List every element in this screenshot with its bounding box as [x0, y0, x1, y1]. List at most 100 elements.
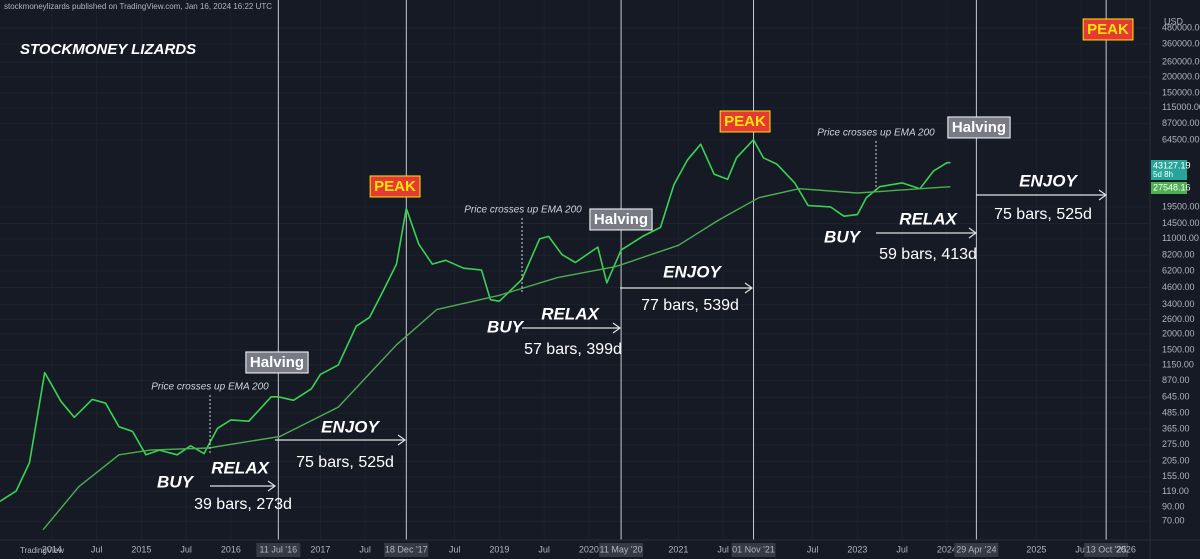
- y-tick-label: 70.00: [1162, 516, 1185, 526]
- x-tick-label: 01 Nov '21: [732, 544, 775, 554]
- peak-label-box: [719, 110, 771, 133]
- peak-label: PEAK: [724, 113, 766, 130]
- y-tick-label: 200000.00: [1162, 71, 1200, 81]
- phase-label: RELAX: [899, 209, 958, 228]
- y-tick-label: 480000.00: [1162, 22, 1200, 32]
- chart-title: STOCKMONEY LIZARDS: [20, 41, 196, 58]
- peak-label-box: [1082, 18, 1134, 41]
- y-tick-label: 365.00: [1162, 423, 1190, 433]
- x-tick-label: 11 May '20: [600, 544, 643, 554]
- phase-label: BUY: [157, 472, 195, 491]
- x-tick-label: Jul: [1075, 544, 1087, 554]
- y-tick-label: 485.00: [1162, 408, 1190, 418]
- duration-label: 77 bars, 539d: [641, 297, 739, 314]
- arrow-head: [267, 480, 277, 492]
- x-tick-label: 2024: [937, 544, 957, 554]
- y-tick-label: 90.00: [1162, 502, 1185, 512]
- y-tick-label: 1150.00: [1162, 359, 1194, 369]
- y-tick-label: 2600.00: [1162, 314, 1195, 324]
- y-tick-label: 1500.00: [1162, 344, 1195, 354]
- arrow-head: [612, 322, 622, 334]
- y-tick-label: 87000.00: [1162, 118, 1200, 128]
- x-tick-label: Jul: [717, 544, 729, 554]
- x-tick-label: Jul: [449, 544, 461, 554]
- countdown: 5d 8h: [1153, 170, 1173, 179]
- x-tick-label: 2016: [221, 544, 241, 554]
- y-tick-label: 64500.00: [1162, 134, 1200, 144]
- halving-label: Halving: [952, 119, 1006, 136]
- x-tick-label: 2015: [131, 544, 151, 554]
- currency: USD: [1164, 16, 1184, 26]
- x-tick-label: 2023: [847, 544, 867, 554]
- x-tick-label: 18 Dec '17: [385, 544, 428, 554]
- price-label-box: [1151, 160, 1187, 180]
- y-tick-label: 205.00: [1162, 456, 1190, 466]
- x-tick-label: Jul: [180, 544, 192, 554]
- phase-label: ENJOY: [1019, 171, 1078, 190]
- peak-label-box: [369, 175, 421, 198]
- note: Price crosses up EMA 200: [817, 128, 935, 139]
- x-tick-label: 2025: [1026, 544, 1046, 554]
- x-tick-label: 11 Jul '16: [260, 544, 298, 554]
- phase-label: ENJOY: [321, 417, 380, 436]
- duration-label: 59 bars, 413d: [879, 246, 977, 263]
- x-tick-label: 2021: [668, 544, 688, 554]
- duration-label: 75 bars, 525d: [296, 454, 394, 471]
- arrow-head: [1098, 189, 1108, 201]
- peak-label: PEAK: [374, 178, 416, 195]
- publisher: stockmoneylizards published on TradingVi…: [4, 2, 272, 11]
- duration-label: 57 bars, 399d: [524, 341, 622, 358]
- halving-label-box: [947, 116, 1011, 139]
- peak-label: PEAK: [1087, 21, 1129, 38]
- price-line: [0, 138, 951, 502]
- x-tick-label: 2017: [310, 544, 330, 554]
- note: Price crosses up EMA 200: [151, 382, 269, 393]
- x-tick-label: Jul: [91, 544, 103, 554]
- ema-line: [42, 186, 951, 531]
- note: Price crosses up EMA 200: [464, 205, 582, 216]
- y-tick-label: 11000.00: [1162, 233, 1199, 243]
- x-tick-label: 2014: [42, 544, 62, 554]
- x-tick-highlight: [954, 543, 999, 557]
- halving-label-box: [245, 351, 309, 374]
- grid: [0, 0, 1150, 540]
- phase-label: ENJOY: [663, 262, 722, 281]
- x-tick-highlight: [731, 543, 776, 557]
- y-tick-label: 8200.00: [1162, 250, 1195, 260]
- phase-label: RELAX: [211, 458, 270, 477]
- x-tick-label: 2019: [489, 544, 509, 554]
- arrow-head: [397, 434, 407, 446]
- y-tick-label: 260000.00: [1162, 57, 1200, 67]
- y-tick-label: 360000.00: [1162, 38, 1200, 48]
- ema-price: 27548.16: [1153, 182, 1191, 192]
- last-price: 43127.19: [1153, 160, 1191, 170]
- x-tick-label: Jul: [359, 544, 371, 554]
- x-tick-label: Jul: [538, 544, 550, 554]
- x-tick-label: 13 Oct '25: [1086, 544, 1127, 554]
- ema-label-box: [1151, 182, 1187, 194]
- y-tick-label: 870.00: [1162, 375, 1190, 385]
- y-tick-label: 150000.00: [1162, 87, 1200, 97]
- x-tick-label: Jul: [896, 544, 908, 554]
- x-tick-label: 2020: [579, 544, 599, 554]
- halving-label: Halving: [250, 354, 304, 371]
- y-tick-label: 6200.00: [1162, 265, 1195, 275]
- phase-label: BUY: [824, 227, 862, 246]
- y-tick-label: 4600.00: [1162, 282, 1195, 292]
- duration-label: 75 bars, 525d: [994, 206, 1092, 223]
- duration-label: 39 bars, 273d: [194, 496, 292, 513]
- y-tick-label: 3400.00: [1162, 299, 1195, 309]
- plot: [0, 0, 1107, 540]
- halving-label: Halving: [594, 211, 648, 228]
- halving-label-box: [589, 208, 653, 231]
- x-tick-highlight: [599, 543, 644, 557]
- x-tick-highlight: [256, 543, 301, 557]
- x-tick-label: Jul: [807, 544, 819, 554]
- y-tick-label: 645.00: [1162, 392, 1190, 402]
- arrow-head: [744, 282, 754, 294]
- annotations: PEAK PEAK PEAK Halving Halving Halving Price c…: [151, 18, 1134, 513]
- x-tick-label: 29 Apr '24: [956, 544, 996, 554]
- y-tick-label: 275.00: [1162, 439, 1190, 449]
- y-tick-label: 2000.00: [1162, 328, 1195, 338]
